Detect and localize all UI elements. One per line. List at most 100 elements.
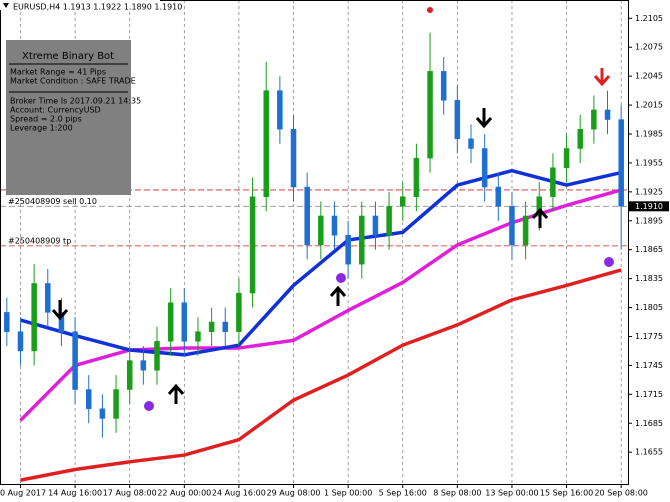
candle-body (386, 206, 392, 236)
x-tick-label: 14 Aug 16:00 (48, 489, 102, 498)
candle-body (550, 167, 556, 197)
sell-arrow (475, 108, 493, 129)
candle-body (236, 292, 242, 332)
plot-frame (0, 0, 629, 485)
sell-arrow (51, 300, 69, 321)
panel-title: Xtreme Binary Bot (22, 51, 114, 62)
title-icon (3, 3, 9, 8)
y-tick-label: 1.1895 (635, 216, 663, 225)
panel-line: Market Condition : SAFE TRADE (10, 77, 136, 86)
candle-body (17, 331, 24, 352)
candle-body (522, 215, 529, 246)
signal-dot (336, 273, 346, 283)
buy-arrow (531, 207, 549, 228)
candle-body (31, 283, 37, 352)
y-tick-label: 1.1805 (635, 303, 663, 312)
candle-body (413, 157, 420, 197)
y-tick-label: 1.2105 (635, 14, 663, 23)
panel-bg (6, 40, 131, 195)
chart-title: EURUSD,H4 1.1913 1.1922 1.1890 1.1910 (13, 3, 182, 12)
buy-arrow (167, 383, 185, 404)
candle-body (331, 215, 338, 236)
x-tick-label: 1 Sep 00:00 (324, 489, 372, 498)
panel-line: Market Range = 41 Pips (10, 68, 106, 77)
candle-body (345, 235, 351, 265)
candle-body (154, 341, 160, 371)
candle-body (167, 302, 174, 342)
y-tick-label: 1.1835 (635, 274, 663, 283)
x-tick-label: 24 Aug 16:00 (212, 489, 266, 498)
y-tick-label: 1.2075 (635, 43, 663, 52)
x-tick-label: 29 Aug 08:00 (267, 489, 321, 498)
candle-body (481, 148, 488, 188)
y-tick-label: 1.1715 (635, 390, 663, 399)
candle-body (304, 186, 310, 246)
x-tick-label: 20 Sep 08:00 (594, 489, 647, 498)
buy-arrow (329, 285, 347, 306)
panel-line: Broker Time Is 2017.09.21 14:35 (10, 97, 141, 106)
candle-body (277, 90, 283, 130)
signal-dot (427, 7, 433, 13)
candle-body (181, 302, 188, 342)
candle-body (454, 100, 461, 140)
candle-body (140, 360, 147, 371)
candle-body (249, 196, 256, 294)
x-tick-label: 8 Sep 08:00 (433, 489, 481, 498)
y-tick-label: 1.1865 (635, 245, 663, 254)
candle-body (126, 360, 133, 390)
candle-body (99, 408, 106, 419)
y-tick-label: 1.1925 (635, 187, 663, 196)
candle-body (72, 331, 78, 390)
info-panel: Xtreme Binary Bot Market Range = 41 Pips… (6, 40, 141, 195)
level-label: #250408909 sell 0.10 (8, 197, 97, 206)
moving-average (20, 168, 622, 357)
signals (51, 7, 614, 411)
candle-body (591, 109, 597, 130)
x-tick-label: 5 Sep 16:00 (379, 489, 427, 498)
candle-body (263, 90, 269, 197)
panel-line: Leverage 1:200 (10, 124, 73, 133)
y-tick-label: 1.1775 (635, 332, 663, 341)
y-tick-label: 1.1655 (635, 448, 663, 457)
title-bg (0, 0, 160, 10)
x-tick-label: 15 Sep 16:00 (540, 489, 593, 498)
y-tick-label: 1.2015 (635, 101, 663, 110)
signal-dot (144, 401, 154, 411)
candle-body (45, 283, 51, 313)
y-tick-label: 1.1745 (635, 361, 663, 370)
y-tick-label: 1.1955 (635, 158, 663, 167)
moving-average (20, 268, 622, 482)
candle-body (509, 206, 515, 246)
candle-body (290, 128, 297, 188)
candle-body (113, 389, 119, 419)
candle-body (359, 215, 365, 265)
sell-arrow (593, 68, 611, 87)
candle-body (618, 119, 624, 207)
x-tick-label: 13 Sep 00:00 (485, 489, 538, 498)
panel-line: Account: CurrencyUSD (10, 106, 101, 115)
candle-body (4, 312, 10, 332)
signal-dot (604, 257, 614, 267)
y-tick-label: 1.2045 (635, 72, 663, 81)
candle-body (427, 71, 433, 159)
y-tick-label: 1.1985 (635, 130, 663, 139)
candle-body (604, 109, 611, 120)
y-tick-label: 1.1685 (635, 419, 663, 428)
candle-body (318, 215, 324, 246)
candle-body (399, 196, 406, 207)
candle-body (208, 321, 215, 332)
candle-body (222, 321, 229, 332)
x-tick-label: 22 Aug 00:00 (157, 489, 211, 498)
candle-body (495, 186, 502, 207)
x-tick-label: 17 Aug 08:00 (103, 489, 157, 498)
moving-average (19, 188, 622, 422)
candle-body (440, 71, 447, 101)
candle-body (468, 138, 474, 149)
price-tag (629, 201, 669, 212)
candle-body (577, 128, 583, 149)
candle-body (372, 215, 379, 236)
candle-body (195, 331, 201, 342)
candle-body (563, 148, 570, 169)
candle-body (85, 389, 92, 410)
